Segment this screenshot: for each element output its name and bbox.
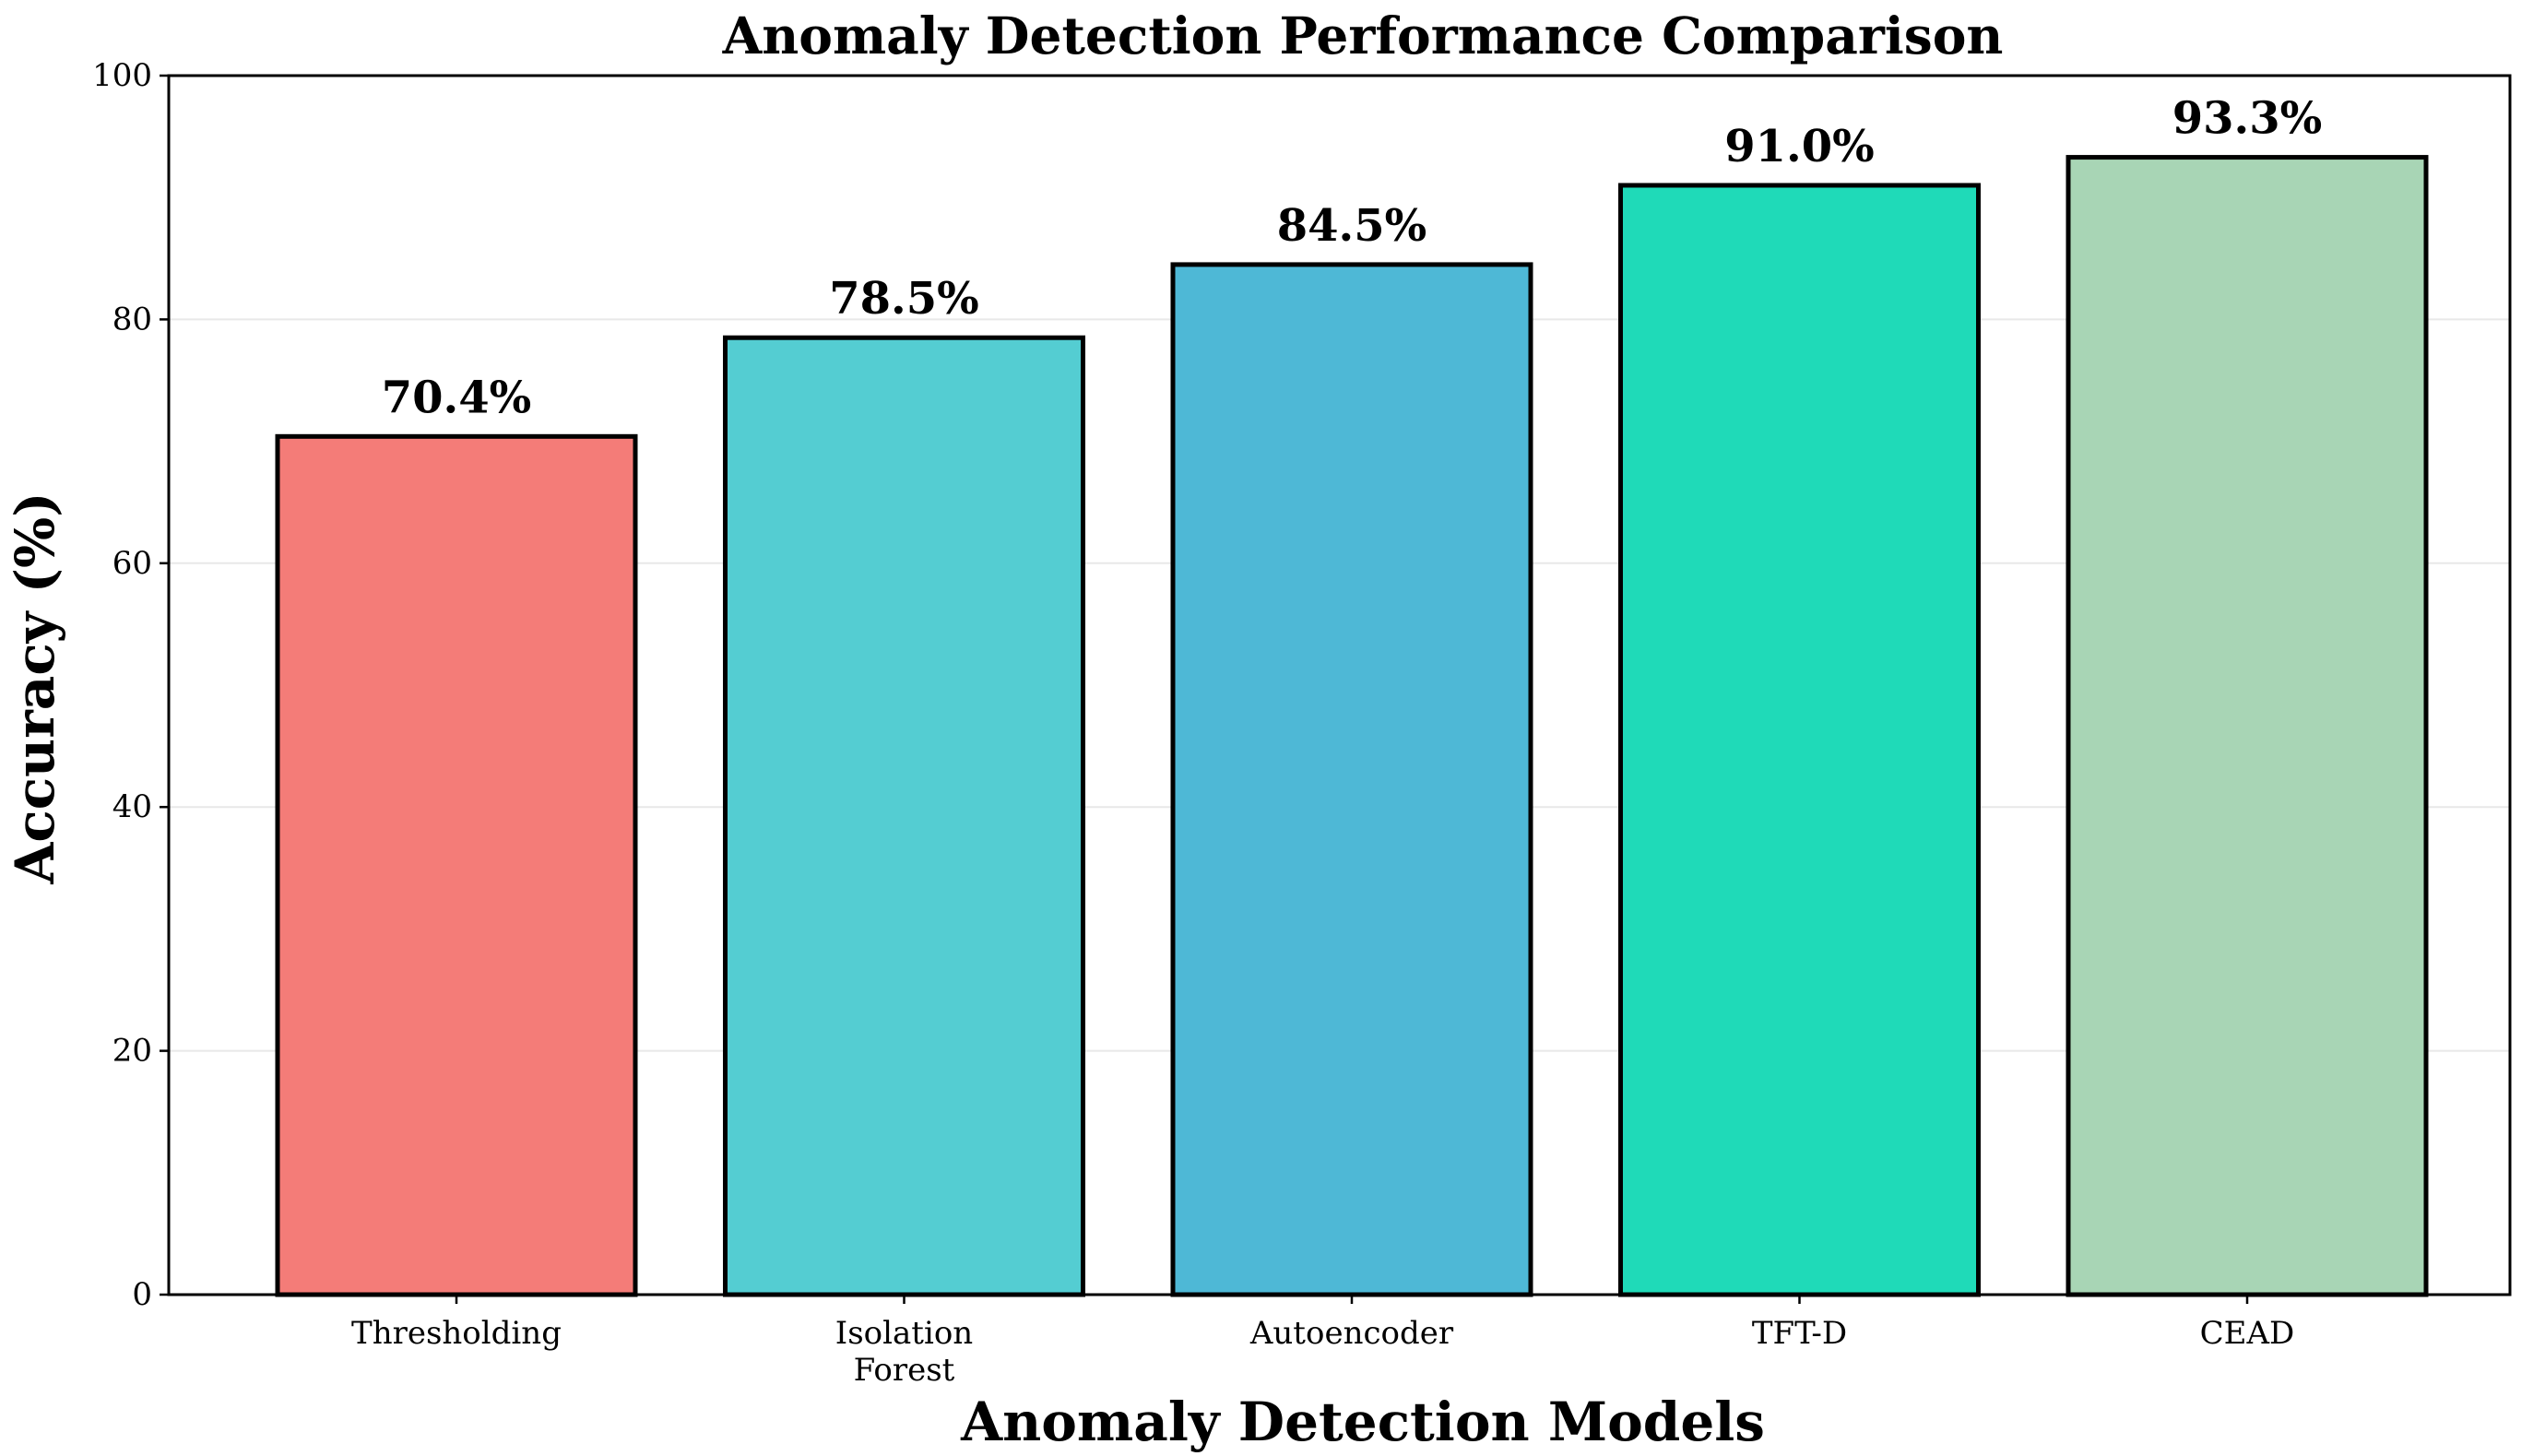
y-tick-label: 60 xyxy=(112,545,152,582)
bar-thresholding xyxy=(275,433,638,1297)
bars xyxy=(275,155,2429,1297)
bar-autoencoder xyxy=(1170,262,1533,1297)
x-tick-label: Autoencoder xyxy=(1249,1315,1454,1352)
bar-tft-d xyxy=(1618,183,1981,1297)
plot-area-frame xyxy=(167,74,2512,1296)
data-label: 91.0% xyxy=(1724,121,1875,172)
data-label: 84.5% xyxy=(1277,200,1427,252)
data-labels: 70.4% 78.5% 84.5% 91.0% 93.3% xyxy=(382,93,2323,424)
y-tick-label: 80 xyxy=(112,301,152,337)
x-tick-label: Isolation Forest xyxy=(835,1315,973,1389)
y-tick-label: 40 xyxy=(112,788,152,825)
x-axis-label: Anomaly Detection Models xyxy=(960,1391,1765,1453)
x-tick-label: Thresholding xyxy=(351,1315,562,1352)
x-tick-label: CEAD xyxy=(2200,1315,2295,1352)
data-label: 78.5% xyxy=(829,273,979,325)
y-axis-ticks: 0 20 40 60 80 100 xyxy=(92,57,169,1313)
y-tick-label: 100 xyxy=(92,57,152,94)
bar-isolation-forest xyxy=(723,335,1085,1297)
y-tick-label: 20 xyxy=(112,1033,152,1070)
y-tick-label: 0 xyxy=(132,1276,152,1313)
data-label: 70.4% xyxy=(382,372,532,423)
chart-title: Anomaly Detection Performance Comparison xyxy=(722,6,2004,65)
data-label: 93.3% xyxy=(2172,93,2323,145)
x-axis-ticks: Thresholding Isolation Forest Autoencoder TF… xyxy=(351,1295,2294,1389)
x-tick-label: TFT-D xyxy=(1752,1315,1847,1352)
y-axis-label: Accuracy (%) xyxy=(4,491,66,884)
bar-cead xyxy=(2066,155,2429,1297)
